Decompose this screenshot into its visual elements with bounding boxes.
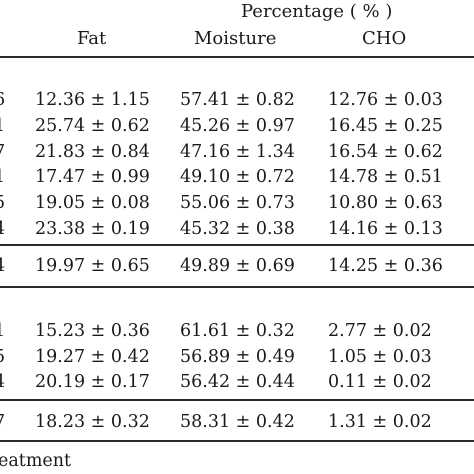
fat-value: 21.83 ± 0.84 xyxy=(35,142,150,162)
cho-value: 10.80 ± 0.63 xyxy=(328,193,443,213)
table-bottom-rule xyxy=(0,440,474,442)
cho-value: 2.77 ± 0.02 xyxy=(328,321,432,341)
cho-value: 16.45 ± 0.25 xyxy=(328,116,443,136)
cho-value: 12.76 ± 0.03 xyxy=(328,90,443,110)
fat-value: 12.36 ± 1.15 xyxy=(35,90,150,110)
row-prefix: 4 xyxy=(0,373,5,392)
percentage-group-header: Percentage ( % ) xyxy=(241,1,393,22)
row-prefix: 4 xyxy=(0,257,5,276)
moisture-value: 61.61 ± 0.32 xyxy=(180,321,295,341)
fat-value: 19.27 ± 0.42 xyxy=(35,347,150,367)
row-prefix: 1 xyxy=(0,322,5,341)
group-2-mean-rule xyxy=(0,399,474,401)
group-1-mean-rule xyxy=(0,244,474,246)
row-prefix: 5 xyxy=(0,194,5,213)
cho-value: 1.31 ± 0.02 xyxy=(328,412,432,432)
moisture-value: 58.31 ± 0.42 xyxy=(180,412,295,432)
moisture-value: 56.89 ± 0.49 xyxy=(180,347,295,367)
moisture-value: 45.26 ± 0.97 xyxy=(180,116,295,136)
fat-value: 19.97 ± 0.65 xyxy=(35,256,150,276)
cho-value: 1.05 ± 0.03 xyxy=(328,347,432,367)
cho-value: 14.25 ± 0.36 xyxy=(328,256,443,276)
row-prefix: 4 xyxy=(0,220,5,239)
fat-value: 19.05 ± 0.08 xyxy=(35,193,150,213)
row-prefix: 7 xyxy=(0,413,5,432)
cho-value: 14.78 ± 0.51 xyxy=(328,167,443,187)
cho-value: 16.54 ± 0.62 xyxy=(328,142,443,162)
moisture-value: 55.06 ± 0.73 xyxy=(180,193,295,213)
moisture-value: 49.10 ± 0.72 xyxy=(180,167,295,187)
row-prefix: 7 xyxy=(0,143,5,162)
moisture-value: 57.41 ± 0.82 xyxy=(180,90,295,110)
moisture-value: 45.32 ± 0.38 xyxy=(180,219,295,239)
fat-value: 25.74 ± 0.62 xyxy=(35,116,150,136)
row-prefix: 1 xyxy=(0,168,5,187)
column-header-cho: CHO xyxy=(362,28,407,49)
fat-value: 15.23 ± 0.36 xyxy=(35,321,150,341)
column-header-moisture: Moisture xyxy=(194,28,277,49)
fat-value: 23.38 ± 0.19 xyxy=(35,219,150,239)
cho-value: 0.11 ± 0.02 xyxy=(328,372,432,392)
row-prefix: 1 xyxy=(0,117,5,136)
moisture-value: 56.42 ± 0.44 xyxy=(180,372,295,392)
moisture-value: 49.89 ± 0.69 xyxy=(180,256,295,276)
fat-value: 17.47 ± 0.99 xyxy=(35,167,150,187)
row-prefix: 5 xyxy=(0,348,5,367)
row-prefix: 6 xyxy=(0,91,5,110)
fat-value: 18.23 ± 0.32 xyxy=(35,412,150,432)
moisture-value: 47.16 ± 1.34 xyxy=(180,142,295,162)
fat-value: 20.19 ± 0.17 xyxy=(35,372,150,392)
cho-value: 14.16 ± 0.13 xyxy=(328,219,443,239)
column-header-fat: Fat xyxy=(77,28,107,49)
footnote-text: eatment xyxy=(0,451,72,471)
header-rule xyxy=(0,56,474,58)
group-separator-rule xyxy=(0,286,474,288)
